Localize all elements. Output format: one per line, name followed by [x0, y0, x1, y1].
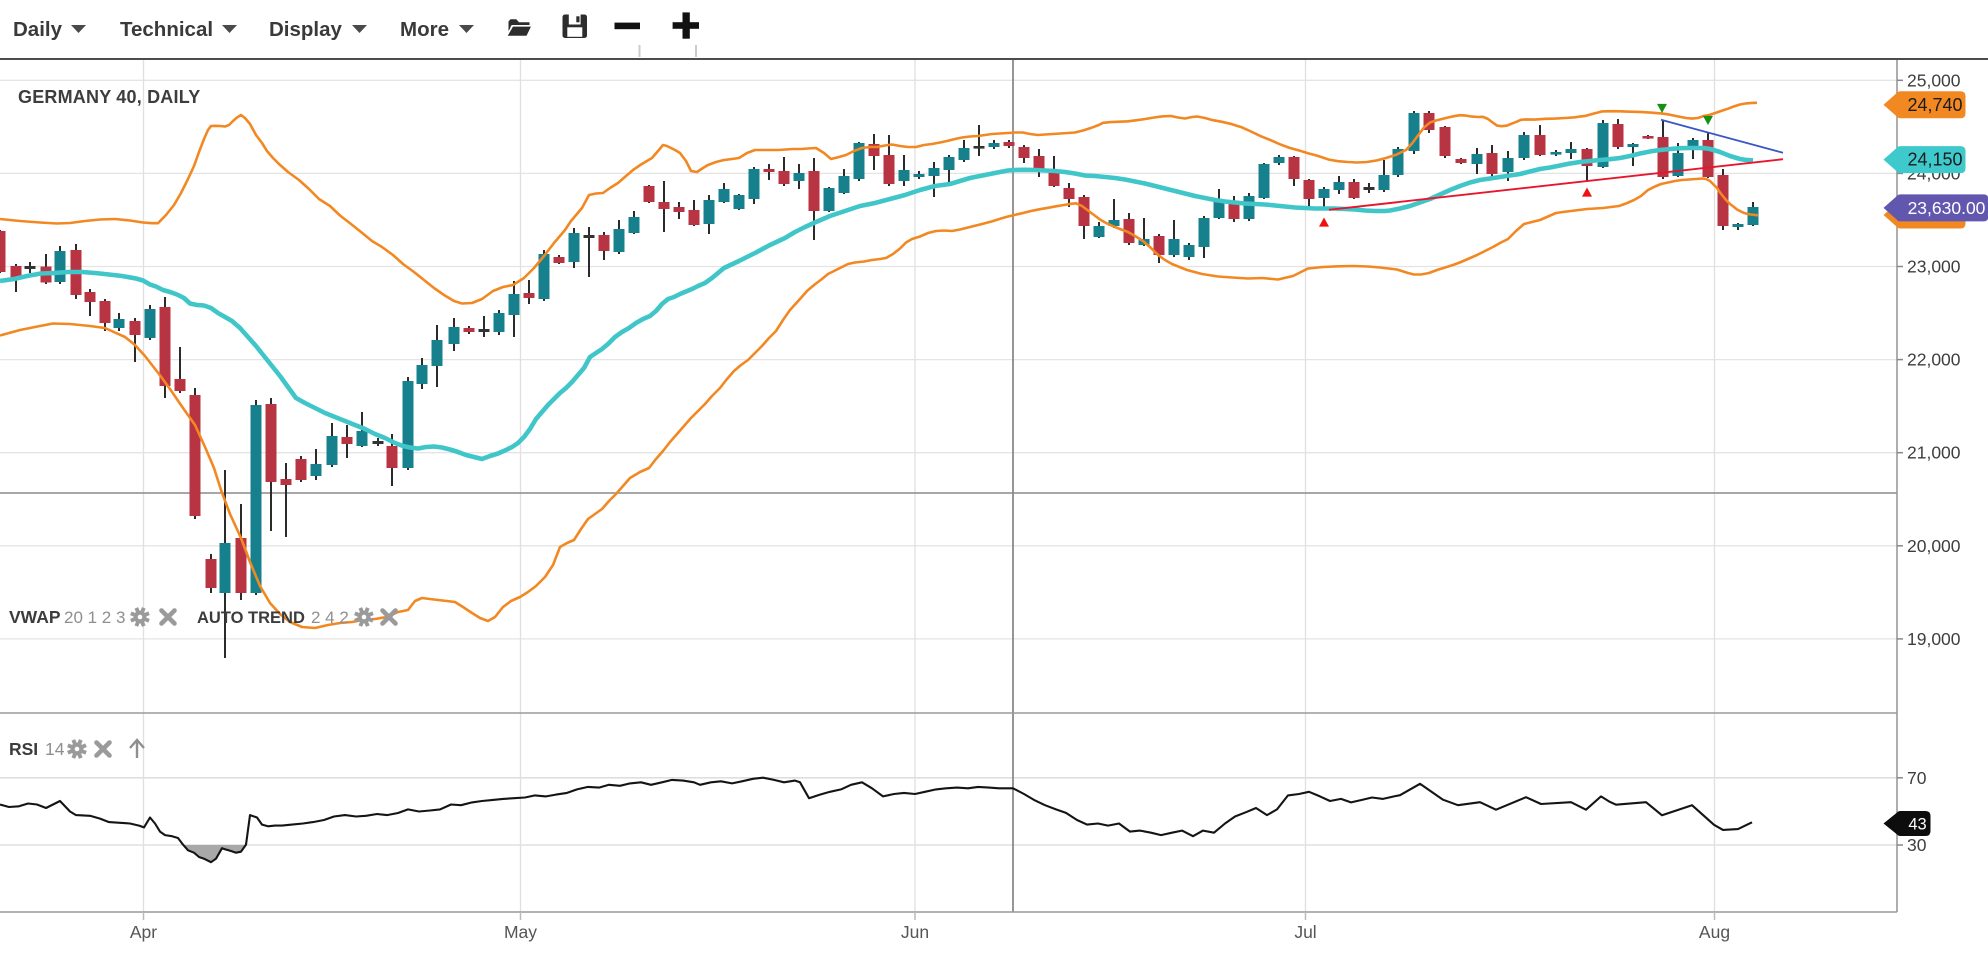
- svg-text:23,000: 23,000: [1907, 257, 1961, 277]
- svg-text:AUTO TREND: AUTO TREND: [197, 609, 305, 627]
- svg-text:19,000: 19,000: [1907, 629, 1961, 649]
- svg-text:22,000: 22,000: [1907, 350, 1961, 370]
- svg-text:30: 30: [1907, 835, 1927, 855]
- svg-text:RSI: RSI: [9, 739, 38, 759]
- svg-text:20 1 2 3: 20 1 2 3: [64, 608, 125, 627]
- svg-text:43: 43: [1908, 816, 1926, 834]
- svg-text:Apr: Apr: [130, 922, 157, 942]
- svg-text:20,000: 20,000: [1907, 536, 1961, 556]
- svg-text:24,740: 24,740: [1907, 95, 1962, 115]
- svg-text:May: May: [504, 922, 537, 942]
- svg-text:Jul: Jul: [1294, 922, 1316, 942]
- svg-text:2 4 2: 2 4 2: [311, 608, 349, 627]
- svg-text:23,630.00: 23,630.00: [1908, 198, 1986, 218]
- svg-text:Aug: Aug: [1699, 922, 1730, 942]
- svg-text:14: 14: [45, 739, 65, 759]
- svg-text:VWAP: VWAP: [9, 607, 61, 627]
- svg-text:21,000: 21,000: [1907, 443, 1961, 463]
- svg-text:24,150: 24,150: [1907, 150, 1962, 170]
- svg-text:25,000: 25,000: [1907, 70, 1961, 90]
- svg-text:GERMANY 40, DAILY: GERMANY 40, DAILY: [18, 87, 200, 107]
- svg-text:Jun: Jun: [901, 922, 929, 942]
- svg-text:70: 70: [1907, 768, 1927, 788]
